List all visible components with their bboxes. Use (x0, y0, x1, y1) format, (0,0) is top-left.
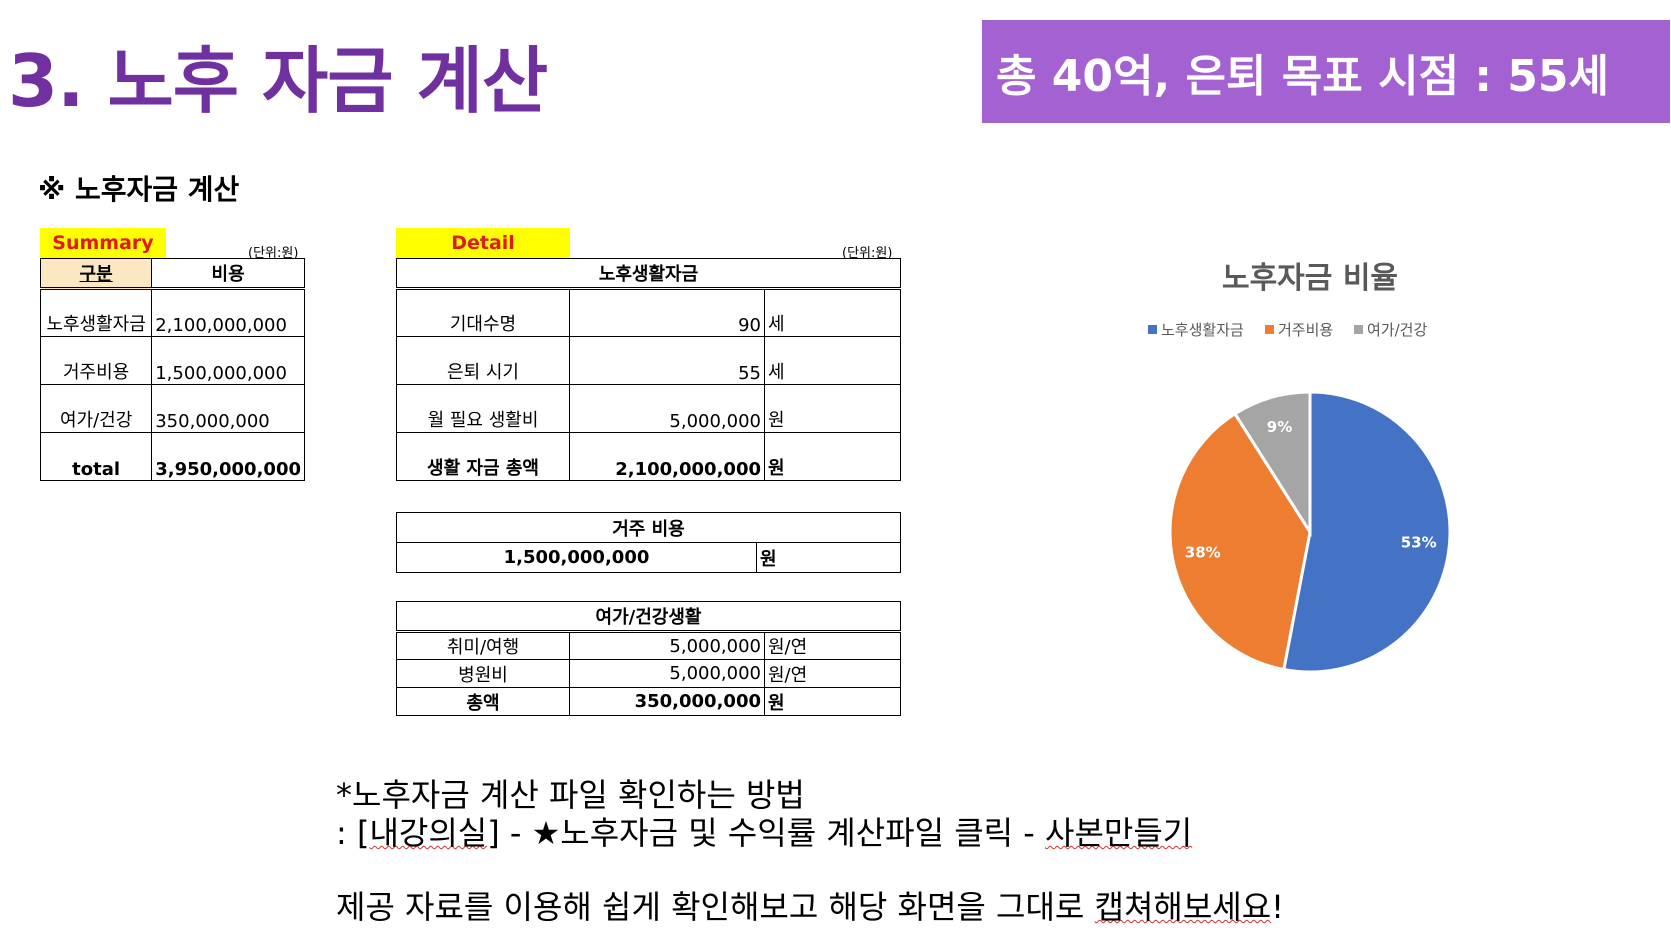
detail-label: 병원비 (396, 659, 570, 688)
detail-unit: (단위:원) (842, 246, 893, 261)
table-row: 취미/여행 5,000,000 원/연 (396, 631, 901, 660)
summary-total-label: total (39, 432, 153, 481)
chart-legend: 노후생활자금 거주비용 여가/건강 (1148, 321, 1427, 339)
legend-label: 거주비용 (1278, 321, 1333, 339)
legend-swatch (1265, 325, 1274, 334)
capture-text: 캡쳐해보세요 (1094, 888, 1272, 926)
pie-data-label: 38% (1185, 543, 1221, 561)
section-heading: ※ 노후자금 계산 (38, 173, 240, 206)
legend-swatch (1354, 325, 1363, 334)
detail-tag: Detail (396, 228, 570, 258)
summary-value: 350,000,000 (151, 384, 305, 433)
pie-slice-3 (1232, 390, 1312, 538)
detail-label: 기대수명 (396, 288, 570, 337)
table-row: 노후생활자금 2,100,000,000 (39, 288, 305, 337)
summary-col-category: 구분 (39, 258, 153, 290)
detail-unit-cell: 원/연 (764, 659, 901, 688)
detail-unit-cell: 원/연 (764, 631, 901, 660)
detail-unit-cell: 원 (764, 384, 901, 433)
footer-line-1: *노후자금 계산 파일 확인하는 방법 (336, 776, 805, 814)
detail-unit-cell: 세 (764, 288, 901, 337)
detail-total-value: 2,100,000,000 (569, 432, 765, 481)
legend-swatch (1148, 325, 1157, 334)
goal-banner: 총 40억, 은퇴 목표 시점 : 55세 (982, 20, 1670, 123)
table-row: 월 필요 생활비 5,000,000 원 (396, 384, 901, 433)
table-row: 병원비 5,000,000 원/연 (396, 659, 901, 688)
table-row: 여가/건강 350,000,000 (39, 384, 305, 433)
pie-data-label: 53% (1401, 533, 1437, 551)
detail-value: 90 (569, 288, 765, 337)
summary-table: 구분 비용 노후생활자금 2,100,000,000 거주비용 1,500,00… (39, 258, 305, 481)
summary-total-value: 3,950,000,000 (151, 432, 305, 481)
detail-unit-cell: 세 (764, 336, 901, 385)
summary-value: 2,100,000,000 (151, 288, 305, 337)
detail-value: 5,000,000 (569, 659, 765, 688)
summary-label: 노후생활자금 (39, 288, 153, 337)
page-title: 3. 노후 자금 계산 (8, 39, 548, 123)
detail-value: 55 (569, 336, 765, 385)
footer-line-3-suffix: ! (1271, 888, 1284, 926)
footer-line-3: 제공 자료를 이용해 쉽게 확인해보고 해당 화면을 그대로 캡쳐해보세요! (336, 882, 1284, 928)
my-classroom-link: 내강의실 (369, 814, 488, 852)
detail-leisure-table: 여가/건강생활 취미/여행 5,000,000 원/연 병원비 5,000,00… (396, 601, 901, 716)
footer-line-3-prefix: 제공 자료를 이용해 쉽게 확인해보고 해당 화면을 그대로 (336, 888, 1095, 926)
pie-data-label: 9% (1267, 418, 1292, 436)
summary-unit: (단위:원) (248, 246, 299, 261)
table-row: 생활 자금 총액 2,100,000,000 원 (396, 432, 901, 481)
chart-slices (1168, 390, 1452, 674)
detail-unit-cell: 원 (764, 432, 901, 481)
detail-living-table: 노후생활자금 기대수명 90 세 은퇴 시기 55 세 월 필요 생활비 5,0… (396, 258, 901, 481)
table-row: 은퇴 시기 55 세 (396, 336, 901, 385)
summary-label: 거주비용 (39, 336, 153, 385)
detail-label: 취미/여행 (396, 631, 570, 660)
summary-label: 여가/건강 (39, 384, 153, 433)
detail-unit-cell: 원 (764, 687, 901, 716)
pie-chart: 노후자금 비율 노후생활자금 거주비용 여가/건강 53% 38% 9% (1148, 261, 1452, 674)
detail-total-label: 생활 자금 총액 (396, 432, 570, 481)
goal-banner-text: 총 40억, 은퇴 목표 시점 : 55세 (996, 50, 1610, 102)
legend-label: 여가/건강 (1367, 321, 1427, 339)
detail-total-label: 총액 (396, 687, 570, 716)
detail-value: 5,000,000 (569, 631, 765, 660)
legend-label: 노후생활자금 (1161, 321, 1244, 339)
pie-slice-1 (1282, 390, 1452, 674)
detail-housing-table: 거주 비용 1,500,000,000 원 (396, 512, 901, 573)
table-row: 거주비용 1,500,000,000 (39, 336, 305, 385)
detail-housing-value: 1,500,000,000 (396, 542, 757, 573)
detail-housing-header: 거주 비용 (396, 512, 901, 543)
summary-tag: Summary (40, 228, 166, 258)
summary-col-cost: 비용 (151, 258, 305, 290)
detail-label: 은퇴 시기 (396, 336, 570, 385)
detail-living-header: 노후생활자금 (396, 258, 901, 290)
chart-data-labels: 53% 38% 9% (1185, 418, 1437, 561)
detail-value: 5,000,000 (569, 384, 765, 433)
detail-housing-unit: 원 (756, 542, 901, 573)
chart-title: 노후자금 비율 (1222, 261, 1398, 296)
footer-line-2-middle: ] - ★노후자금 및 수익률 계산파일 클릭 - (487, 814, 1046, 852)
summary-value: 1,500,000,000 (151, 336, 305, 385)
detail-total-value: 350,000,000 (569, 687, 765, 716)
table-row: total 3,950,000,000 (39, 432, 305, 481)
footer-line-2: : [내강의실] - ★노후자금 및 수익률 계산파일 클릭 - 사본만들기 (336, 808, 1192, 854)
make-copy-link: 사본만들기 (1045, 814, 1193, 852)
table-row: 기대수명 90 세 (396, 288, 901, 337)
detail-label: 월 필요 생활비 (396, 384, 570, 433)
table-row: 총액 350,000,000 원 (396, 687, 901, 716)
table-row: 1,500,000,000 원 (396, 542, 901, 573)
footer-line-2-prefix: : [ (336, 814, 370, 852)
detail-leisure-header: 여가/건강생활 (396, 601, 901, 633)
